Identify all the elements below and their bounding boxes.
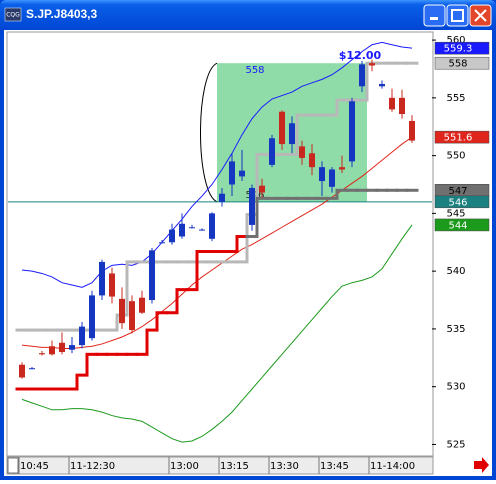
y-tick-label: 540 (446, 266, 465, 277)
price-tag (434, 130, 490, 144)
candle-body (199, 229, 205, 231)
title-bar (0, 0, 496, 30)
candle-body (349, 101, 355, 162)
app-icon[interactable] (4, 7, 22, 22)
axis-corner (7, 457, 19, 474)
box-range-label: $12.00 (339, 49, 382, 62)
x-tick-label: 13:00 (170, 461, 199, 472)
candle-body (139, 297, 145, 313)
candle-body (249, 187, 255, 225)
candle-body (319, 167, 325, 182)
candle-body (399, 97, 405, 115)
candle-body (269, 138, 275, 165)
x-tick-label: 11-14:00 (370, 461, 415, 472)
x-tick-label: 13:15 (220, 461, 249, 472)
candle-body (279, 111, 285, 145)
price-tag (434, 56, 490, 70)
candle-body (59, 342, 65, 353)
candle-body (89, 295, 95, 339)
candle-body (229, 161, 235, 185)
candle-body (289, 123, 295, 145)
y-tick-label: 545 (446, 208, 465, 219)
candle-body (409, 120, 415, 141)
y-tick-label: 555 (446, 93, 465, 104)
indicator-line (21, 41, 413, 288)
candle-body (129, 301, 135, 331)
window-buttons (423, 4, 492, 27)
price-tag-label: 558 (448, 59, 467, 70)
close-icon (474, 9, 487, 22)
candle-body (169, 229, 175, 243)
indicator-line (21, 224, 413, 443)
x-tick-label: 13:45 (320, 461, 349, 472)
candle-body (29, 368, 35, 370)
candle-body (49, 346, 55, 355)
x-tick-label: 11-12:30 (70, 461, 115, 472)
y-tick-label: 535 (446, 324, 465, 335)
x-tick-label: 10:45 (20, 461, 49, 472)
candle-body (179, 223, 185, 237)
candle-body (259, 185, 265, 193)
ellipse-drawing (200, 62, 218, 203)
maximize-icon (451, 9, 464, 22)
indicator-line (21, 136, 413, 350)
price-tag-label: 559.3 (444, 44, 473, 55)
candle-body (119, 298, 125, 324)
window-title: S.JP.J8403,3 (26, 7, 98, 21)
minimize-button[interactable] (423, 4, 446, 27)
candle-body (389, 97, 395, 110)
y-tick-label: 550 (446, 151, 465, 162)
candle-body (369, 63, 375, 66)
candle-body (339, 167, 345, 170)
price-tag (434, 195, 490, 209)
x-tick-label: 13:30 (270, 461, 299, 472)
time-axis (6, 456, 434, 475)
candle-body (189, 227, 195, 229)
y-tick-label: 525 (446, 439, 465, 450)
y-tick-label: 530 (446, 382, 465, 393)
candle-body (209, 213, 215, 239)
box-top-label: 558 (245, 65, 264, 76)
candle-body (149, 250, 155, 301)
candle-body (19, 364, 25, 378)
candle-body (239, 170, 245, 177)
candle-body (39, 353, 45, 355)
minimize-icon (430, 17, 438, 20)
price-tag (434, 218, 490, 232)
price-tag-label: 551.6 (444, 133, 473, 144)
price-tag-label: 547 (448, 186, 467, 197)
candle-body (159, 242, 165, 244)
maximize-button[interactable] (446, 4, 469, 27)
candle-body (359, 64, 365, 87)
candle-body (69, 345, 75, 350)
candle-body (309, 153, 315, 168)
price-tag (434, 41, 490, 55)
candle-body (109, 273, 115, 297)
candle-body (99, 261, 105, 296)
y-tick-label: 560 (446, 35, 465, 46)
candle-body (379, 83, 385, 87)
price-tag-label: 544 (448, 220, 467, 231)
scroll-arrow[interactable] (474, 457, 489, 473)
candle-body (329, 169, 335, 187)
candle-body (299, 146, 305, 158)
chart-layer: 558 546 $12.00 525 530 535 540 545 550 555 560 10:4… (8, 35, 490, 474)
price-tag-label: 546 (448, 197, 467, 208)
candle-body (79, 326, 85, 346)
candle-body (219, 193, 225, 202)
app-icon-text: CQG (6, 12, 20, 19)
